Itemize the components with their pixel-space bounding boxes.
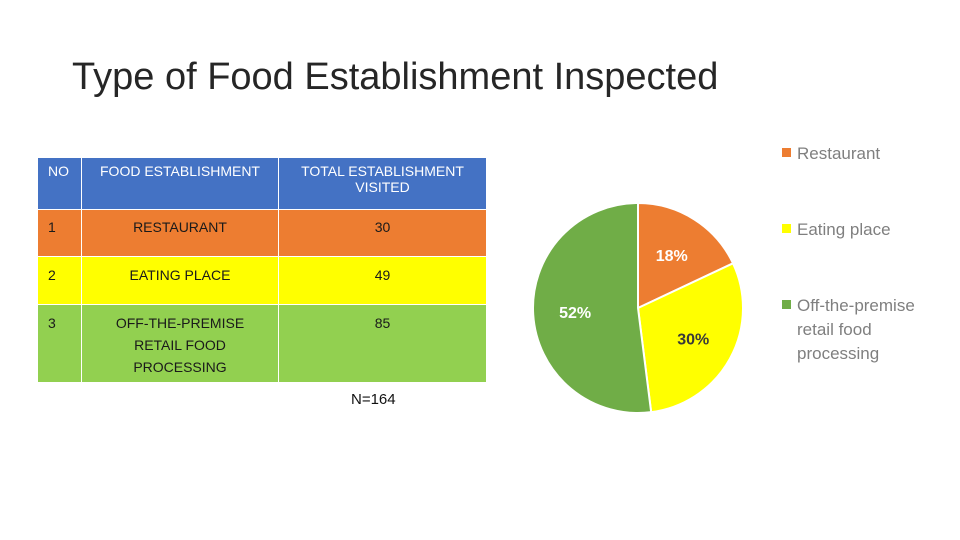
row-no: 1	[37, 209, 82, 257]
pie-data-label: 52%	[559, 305, 591, 322]
row-establishment: OFF-THE-PREMISE RETAIL FOOD PROCESSING	[81, 304, 279, 383]
header-food-establishment: FOOD ESTABLISHMENT	[81, 157, 279, 210]
establishment-table: NO FOOD ESTABLISHMENT TOTAL ESTABLISHMEN…	[37, 157, 487, 383]
legend-item-restaurant: Restaurant	[782, 142, 880, 166]
row-establishment: RESTAURANT	[81, 209, 279, 257]
row-establishment: EATING PLACE	[81, 256, 279, 305]
legend-swatch	[782, 148, 791, 157]
pie-data-label: 30%	[677, 331, 709, 348]
row-total: 49	[278, 256, 487, 305]
legend-item-off-premise-retail: Off-the-premise retail food processing	[782, 294, 937, 366]
legend-swatch	[782, 224, 791, 233]
table-row: 1 RESTAURANT 30	[37, 209, 487, 257]
header-no: NO	[37, 157, 82, 210]
table-header-row: NO FOOD ESTABLISHMENT TOTAL ESTABLISHMEN…	[37, 157, 487, 210]
pie-chart: 18% 30% 52%	[532, 201, 744, 414]
row-no: 2	[37, 256, 82, 305]
row-no: 3	[37, 304, 82, 383]
table-row: 2 EATING PLACE 49	[37, 256, 487, 305]
legend-label: Restaurant	[797, 144, 881, 163]
legend-swatch	[782, 300, 791, 309]
legend-label: Eating place	[797, 220, 891, 239]
legend-item-eating-place: Eating place	[782, 218, 891, 242]
slide-title: Type of Food Establishment Inspected	[72, 56, 719, 98]
pie-slice-restaurant	[637, 201, 735, 310]
row-total: 85	[278, 304, 487, 383]
legend-label: Off-the-premise retail food processing	[797, 296, 915, 363]
table-row: 3 OFF-THE-PREMISE RETAIL FOOD PROCESSING…	[37, 304, 487, 383]
row-total: 30	[278, 209, 487, 257]
pie-data-label: 18%	[656, 248, 688, 265]
total-count-note: N=164	[351, 391, 396, 408]
header-total-visited: TOTAL ESTABLISHMENT VISITED	[278, 157, 487, 210]
pie-slice-eating-place	[636, 261, 744, 414]
pie-slice-off-the-premise-retail-food-processing	[532, 201, 653, 414]
